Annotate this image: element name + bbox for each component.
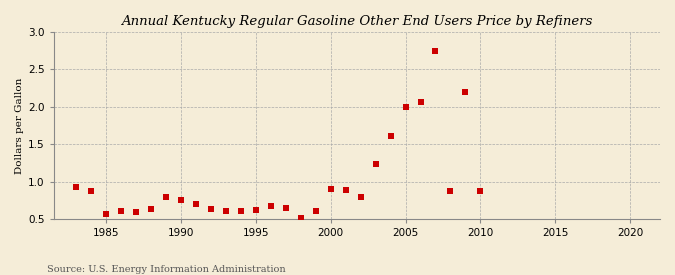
Point (296, 216, 306, 221)
Point (370, 161, 381, 166)
Y-axis label: Dollars per Gallon: Dollars per Gallon (15, 77, 24, 174)
Point (385, 134, 396, 138)
Point (280, 205, 291, 210)
Point (325, 187, 336, 191)
Point (415, 100, 426, 104)
Text: Source: U.S. Energy Information Administration: Source: U.S. Energy Information Administ… (47, 265, 286, 274)
Point (101, 211, 111, 216)
Point (71, 185, 82, 189)
Point (131, 210, 142, 214)
Point (475, 188, 486, 193)
Point (221, 209, 232, 214)
Point (176, 198, 186, 202)
Point (265, 204, 276, 208)
Point (250, 208, 261, 212)
Title: Annual Kentucky Regular Gasoline Other End Users Price by Refiners: Annual Kentucky Regular Gasoline Other E… (122, 15, 593, 28)
Point (236, 209, 246, 214)
Point (146, 207, 157, 211)
Point (86, 189, 97, 194)
Point (206, 207, 217, 211)
Point (310, 209, 321, 214)
Point (161, 194, 171, 199)
Point (116, 209, 127, 214)
Point (400, 104, 411, 109)
Point (190, 202, 201, 206)
Point (430, 48, 441, 53)
Point (340, 188, 351, 192)
Point (355, 195, 366, 199)
Point (460, 90, 471, 94)
Point (445, 189, 456, 194)
